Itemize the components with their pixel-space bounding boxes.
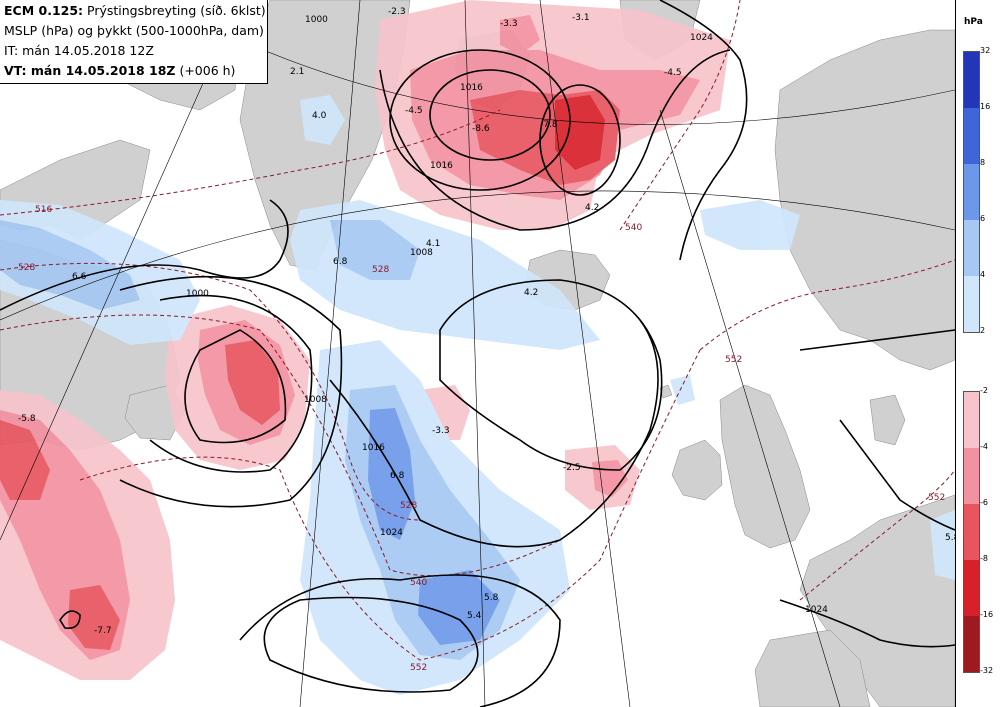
thickness-label: 552: [410, 663, 427, 673]
colorbar-segment: [964, 504, 979, 560]
title-line-4: VT: mán 14.05.2018 18Z (+006 h): [4, 61, 267, 81]
colorbar-segment: [964, 164, 979, 220]
tendency-label: -2.5: [563, 463, 581, 473]
colorbar-segment: [964, 52, 979, 108]
isobar-label: 1008: [304, 395, 327, 405]
continental-europe-landmass: [799, 494, 955, 707]
scandinavia-landmass: [774, 29, 955, 371]
tendency-label: -3.3: [432, 426, 450, 436]
colorbar-tick-label: -6: [980, 498, 988, 507]
iberia-landmass: [754, 629, 871, 707]
tendency-label: -3.1: [572, 13, 590, 23]
map-title-box: ECM 0.125: Prýstingsbreyting (síð. 6klst…: [0, 0, 268, 84]
thickness-label: 552: [725, 355, 742, 365]
colorbar-segment: [964, 448, 979, 504]
negative-colorbar: [963, 391, 980, 673]
thickness-label: 528: [400, 501, 417, 511]
tendency-label: 2.1: [290, 67, 304, 77]
tendency-label: -7.8: [540, 120, 558, 130]
map-labels: 1000 1008 1016 1016 1024 1024 1000 1008 …: [18, 7, 955, 673]
great-britain-landmass: [719, 384, 811, 549]
isobar-label: 1000: [305, 15, 328, 25]
valid-time: VT: mán 14.05.2018 18Z: [4, 63, 176, 78]
colorbar-tick-label: 16: [980, 102, 991, 111]
colorbar-tick-label: 8: [980, 158, 986, 167]
colorbar-tick-label: 4: [980, 270, 986, 279]
tendency-label: 5.8: [945, 533, 955, 543]
isobar-label: 1000: [186, 289, 209, 299]
colorbar-tick-label: -2: [980, 386, 988, 395]
map-canvas: 1000 1008 1016 1016 1024 1024 1000 1008 …: [0, 0, 955, 707]
tendency-label: -3.3: [500, 19, 518, 29]
isobar-label: 1016: [430, 161, 453, 171]
colorbar-tick-label: -32: [980, 666, 994, 675]
ireland-landmass: [671, 439, 723, 501]
thickness-label: 552: [928, 493, 945, 503]
title-line-2: MSLP (hPa) og þykkt (500-1000hPa, dam): [4, 23, 264, 38]
isobar-label: 1024: [690, 33, 713, 43]
tendency-label: -5.8: [18, 414, 36, 424]
isobars: [0, 0, 955, 707]
tendency-label: 5.8: [484, 593, 499, 603]
thickness-label: 540: [625, 223, 642, 233]
graticule: [0, 0, 955, 707]
faroe-islands-landmass: [659, 384, 673, 399]
tendency-label: 6.8: [390, 471, 405, 481]
tendency-label: 4.2: [585, 203, 599, 213]
colorbar-segment: [964, 108, 979, 164]
legend-unit: hPa: [964, 17, 983, 27]
title-line-3: IT: mán 14.05.2018 12Z: [4, 43, 154, 58]
denmark-landmass: [869, 394, 906, 446]
colorbar-segment: [964, 276, 979, 332]
tendency-label: 5.4: [467, 611, 482, 621]
tendency-label: 4.2: [524, 288, 538, 298]
tendency-label: 6.6: [72, 272, 87, 282]
colorbar-tick-label: -8: [980, 554, 988, 563]
tendency-label: 4.1: [426, 239, 440, 249]
title-line-1: ECM 0.125: Prýstingsbreyting (síð. 6klst…: [4, 1, 267, 21]
isobar-label: 1016: [362, 443, 385, 453]
colorbar-segment: [964, 560, 979, 616]
tendency-label: -8.6: [472, 124, 490, 134]
colorbar-tick-label: 32: [980, 46, 991, 55]
isobar-label: 1008: [410, 248, 433, 258]
colorbar-tick-label: 6: [980, 214, 986, 223]
model-name: ECM 0.125:: [4, 3, 84, 18]
thickness-label: 540: [410, 578, 427, 588]
colorbar-tick-label: 2: [980, 326, 986, 335]
positive-colorbar: [963, 51, 980, 333]
tendency-label: -7.7: [94, 626, 112, 636]
weather-map: 1000 1008 1016 1016 1024 1024 1000 1008 …: [0, 0, 955, 707]
isobar-label: 1016: [460, 83, 483, 93]
colorbar-segment: [964, 392, 979, 448]
tendency-label: -4.5: [405, 106, 423, 116]
colorbar-segment: [964, 616, 979, 672]
tendency-label: 4.0: [312, 111, 327, 121]
thickness-label: 516: [35, 205, 52, 215]
forecast-step: (+006 h): [175, 63, 236, 78]
isobar-label: 1024: [380, 528, 403, 538]
colorbar-tick-label: -16: [980, 610, 994, 619]
thickness-label: 528: [18, 263, 35, 273]
tendency-label: -2.3: [388, 7, 406, 17]
colorbar-segment: [964, 220, 979, 276]
tendency-label: 6.8: [333, 257, 348, 267]
colorbar-tick-label: -4: [980, 442, 988, 451]
thickness-label: 528: [372, 265, 389, 275]
isobar-label: 1024: [805, 605, 828, 615]
product-name: Prýstingsbreyting (síð. 6klst): [83, 3, 266, 18]
tendency-label: -4.5: [664, 68, 682, 78]
